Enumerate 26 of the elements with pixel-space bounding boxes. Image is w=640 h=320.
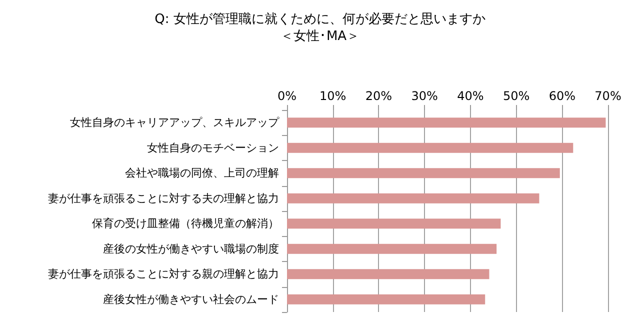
y-tick-label: 妻が仕事を頑張ることに対する夫の理解と協力: [48, 192, 279, 205]
bar: [287, 294, 486, 304]
y-tick-label: 保育の受け皿整備（待機児童の解消）: [92, 217, 279, 230]
x-tick-label: 30%: [411, 89, 438, 103]
bar: [287, 168, 560, 178]
y-tick-label: 産後女性が働きやすい社会のムード: [103, 292, 279, 306]
bar: [287, 118, 606, 128]
y-tick-label: 妻が仕事を頑張ることに対する親の理解と協力: [48, 268, 279, 281]
x-tick-label: 20%: [365, 89, 392, 103]
x-tick-label: 50%: [502, 89, 530, 103]
x-tick-label: 40%: [457, 89, 484, 103]
x-tick-label: 60%: [548, 89, 576, 103]
y-tick-label: 女性自身のモチベーション: [147, 141, 279, 154]
bar: [287, 142, 574, 153]
y-tick-label: 産後の女性が働きやすい職場の制度: [103, 242, 279, 256]
chart-title: Q: 女性が管理職に就くために、何が必要だと思いますか: [154, 12, 486, 27]
y-tick-label: 女性自身のキャリアアップ、スキルアップ: [70, 116, 280, 130]
bar: [287, 244, 497, 254]
bar: [287, 193, 540, 204]
x-tick-label: 70%: [594, 89, 622, 103]
bar: [287, 218, 501, 229]
x-tick-label: 0%: [277, 89, 297, 103]
x-tick-label: 10%: [320, 89, 346, 103]
bar: [287, 269, 490, 280]
y-tick-label: 会社や職場の同僚、上司の理解: [125, 166, 279, 180]
chart-subtitle: ＜女性･MA＞: [280, 29, 360, 44]
